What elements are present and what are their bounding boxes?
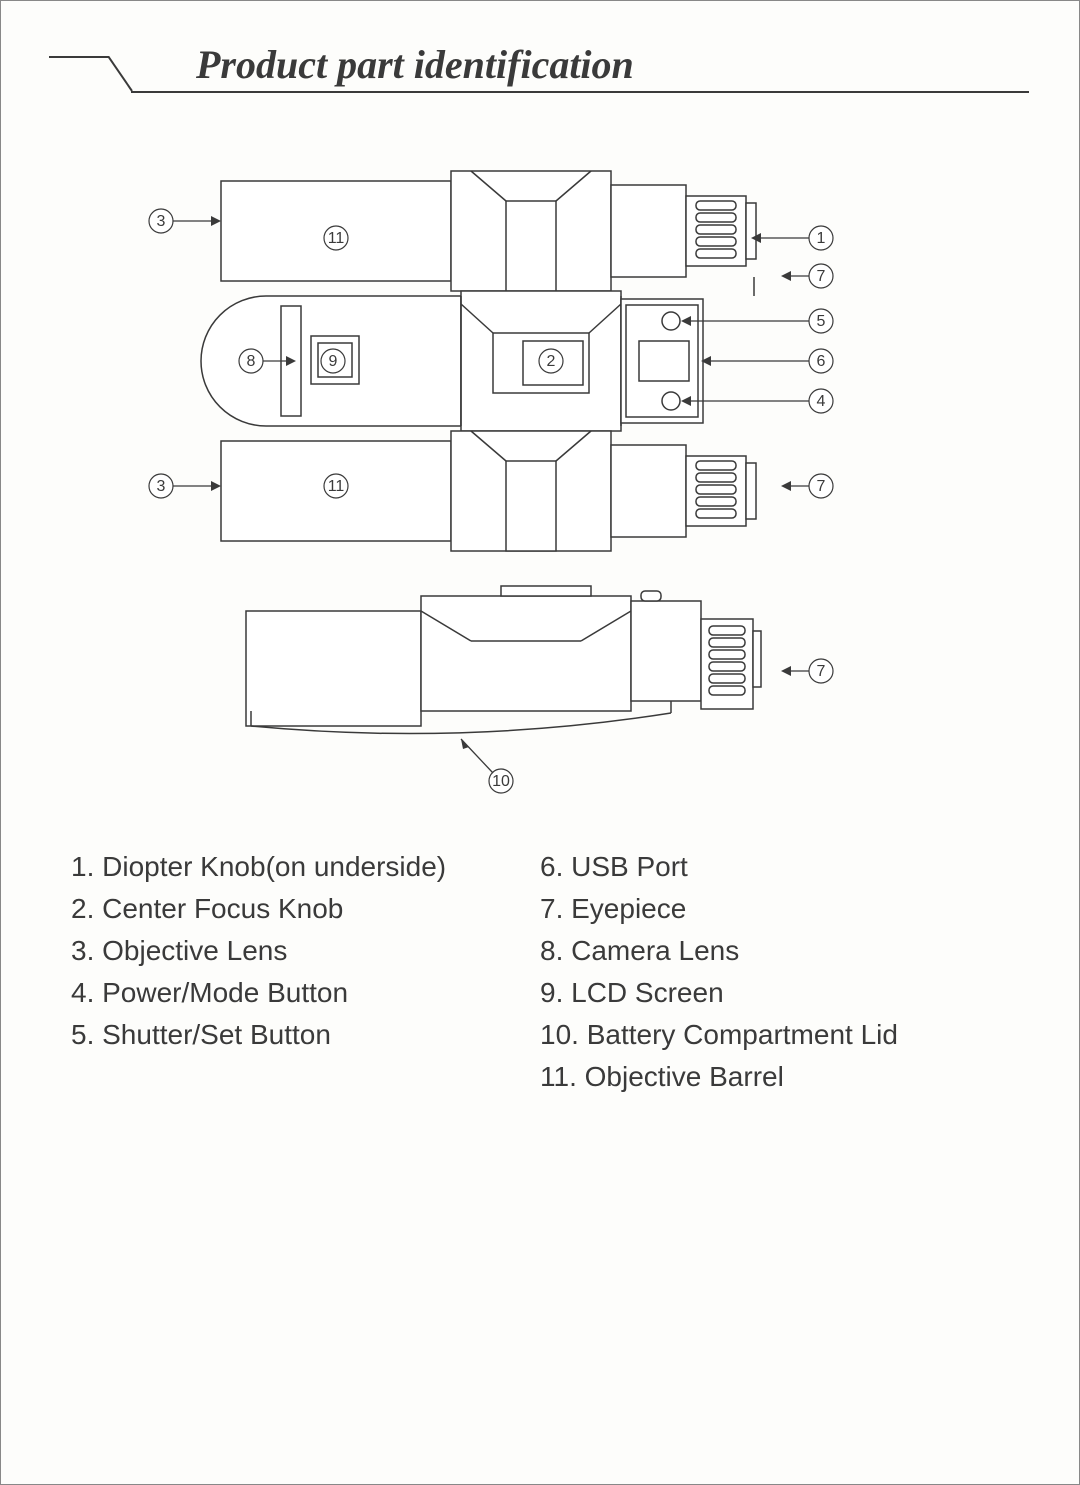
legend-item: 5. Shutter/Set Button [71,1019,540,1051]
callout-number: 5 [817,313,826,330]
product-diagram: 311175892643117710 [101,141,981,821]
page: Product part identification [0,0,1080,1485]
page-title: Product part identification [196,41,634,88]
callout-number: 3 [157,478,166,495]
callout-number: 8 [247,353,256,370]
title-decor-diagonal [108,56,150,92]
callout-number: 3 [157,213,166,230]
legend: 1. Diopter Knob(on underside) 2. Center F… [71,851,1009,1103]
legend-item: 10. Battery Compartment Lid [540,1019,1009,1051]
callout-number: 7 [817,478,826,495]
callout-number: 1 [817,230,826,247]
callout-number: 6 [817,353,826,370]
callout-number: 7 [817,268,826,285]
legend-item: 9. LCD Screen [540,977,1009,1009]
legend-item: 6. USB Port [540,851,1009,883]
legend-item: 8. Camera Lens [540,935,1009,967]
legend-item: 2. Center Focus Knob [71,893,540,925]
diagram-svg: 311175892643117710 [101,141,981,821]
title-underline [131,91,1029,93]
callout-number: 9 [329,353,338,370]
callout-number: 2 [547,353,556,370]
callout-number: 7 [817,663,826,680]
callout-number: 11 [328,478,345,495]
legend-item: 4. Power/Mode Button [71,977,540,1009]
legend-column-right: 6. USB Port 7. Eyepiece 8. Camera Lens 9. L… [540,851,1009,1103]
legend-column-left: 1. Diopter Knob(on underside) 2. Center F… [71,851,540,1103]
legend-item: 3. Objective Lens [71,935,540,967]
legend-item: 11. Objective Barrel [540,1061,1009,1093]
legend-item: 1. Diopter Knob(on underside) [71,851,540,883]
title-decor-line-short [49,56,109,58]
callout-number: 4 [817,393,826,410]
callout-number: 10 [492,773,510,790]
legend-item: 7. Eyepiece [540,893,1009,925]
callout-number: 11 [328,230,345,247]
